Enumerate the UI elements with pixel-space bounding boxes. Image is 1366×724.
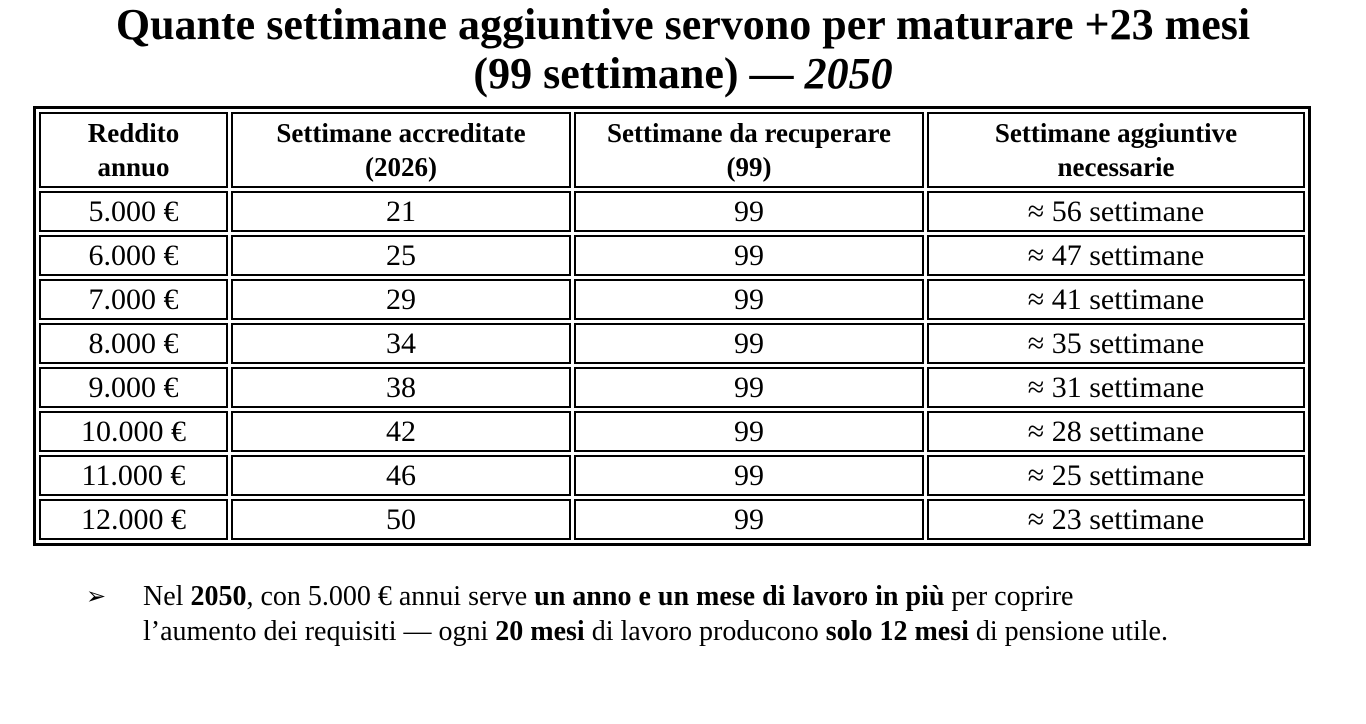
note-segment: per coprire l’aumento dei requisiti — og… — [143, 581, 1074, 647]
title-line2: (99 settimane) — 2050 — [473, 49, 892, 98]
income-cell: 8.000 € — [39, 323, 228, 364]
note: ➢ Nel 2050, con 5.000 € annui serve un an… — [86, 579, 1366, 649]
recover-weeks-cell: 99 — [574, 367, 924, 408]
recover-weeks-cell: 99 — [574, 455, 924, 496]
table-row: 11.000 € 46 99 ≈ 25 settimane — [39, 455, 1305, 496]
page-title: Quante settimane aggiuntive servono per … — [0, 0, 1366, 98]
income-cell: 12.000 € — [39, 499, 228, 540]
recover-weeks-cell: 99 — [574, 411, 924, 452]
recover-weeks-cell: 99 — [574, 191, 924, 232]
note-segment: , con 5.000 € annui serve — [246, 581, 535, 612]
income-cell: 9.000 € — [39, 367, 228, 408]
additional-weeks-cell: ≈ 25 settimane — [927, 455, 1305, 496]
title-line2-prefix: (99 settimane) — — [473, 49, 805, 98]
weeks-table: Reddito annuo Settimane accreditate (202… — [33, 106, 1311, 546]
note-segment: di pensione utile. — [968, 616, 1168, 647]
title-year: 2050 — [804, 49, 893, 98]
additional-weeks-cell: ≈ 31 settimane — [927, 367, 1305, 408]
table-row: 8.000 € 34 99 ≈ 35 settimane — [39, 323, 1305, 364]
col-header-settimane-accreditate: Settimane accreditate (2026) — [231, 112, 571, 188]
note-segment-bold: solo 12 mesi — [825, 616, 969, 647]
additional-weeks-cell: ≈ 56 settimane — [927, 191, 1305, 232]
additional-weeks-cell: ≈ 47 settimane — [927, 235, 1305, 276]
accredited-weeks-cell: 34 — [231, 323, 571, 364]
accredited-weeks-cell: 38 — [231, 367, 571, 408]
accredited-weeks-cell: 50 — [231, 499, 571, 540]
income-cell: 7.000 € — [39, 279, 228, 320]
accredited-weeks-cell: 46 — [231, 455, 571, 496]
arrow-bullet-icon: ➢ — [86, 582, 107, 610]
table-row: 9.000 € 38 99 ≈ 31 settimane — [39, 367, 1305, 408]
recover-weeks-cell: 99 — [574, 499, 924, 540]
table-row: 5.000 € 21 99 ≈ 56 settimane — [39, 191, 1305, 232]
income-cell: 5.000 € — [39, 191, 228, 232]
table-row: 12.000 € 50 99 ≈ 23 settimane — [39, 499, 1305, 540]
note-segment-bold: 20 mesi — [495, 616, 585, 647]
income-cell: 10.000 € — [39, 411, 228, 452]
income-cell: 11.000 € — [39, 455, 228, 496]
additional-weeks-cell: ≈ 41 settimane — [927, 279, 1305, 320]
accredited-weeks-cell: 25 — [231, 235, 571, 276]
table-row: 10.000 € 42 99 ≈ 28 settimane — [39, 411, 1305, 452]
note-text: Nel 2050, con 5.000 € annui serve un ann… — [143, 579, 1168, 649]
table-header-row: Reddito annuo Settimane accreditate (202… — [39, 112, 1305, 188]
note-segment-bold: 2050 — [190, 581, 247, 612]
accredited-weeks-cell: 21 — [231, 191, 571, 232]
accredited-weeks-cell: 29 — [231, 279, 571, 320]
recover-weeks-cell: 99 — [574, 279, 924, 320]
recover-weeks-cell: 99 — [574, 235, 924, 276]
note-segment-bold: un anno e un mese di lavoro in più — [534, 581, 945, 612]
table-row: 6.000 € 25 99 ≈ 47 settimane — [39, 235, 1305, 276]
col-header-settimane-da-recuperare: Settimane da recuperare (99) — [574, 112, 924, 188]
recover-weeks-cell: 99 — [574, 323, 924, 364]
accredited-weeks-cell: 42 — [231, 411, 571, 452]
additional-weeks-cell: ≈ 28 settimane — [927, 411, 1305, 452]
income-cell: 6.000 € — [39, 235, 228, 276]
col-header-reddito-annuo: Reddito annuo — [39, 112, 228, 188]
table-row: 7.000 € 29 99 ≈ 41 settimane — [39, 279, 1305, 320]
title-line1: Quante settimane aggiuntive servono per … — [115, 0, 1251, 49]
additional-weeks-cell: ≈ 35 settimane — [927, 323, 1305, 364]
note-segment: di lavoro producono — [584, 616, 826, 647]
additional-weeks-cell: ≈ 23 settimane — [927, 499, 1305, 540]
note-segment: Nel — [143, 581, 191, 612]
col-header-settimane-aggiuntive: Settimane aggiuntive necessarie — [927, 112, 1305, 188]
